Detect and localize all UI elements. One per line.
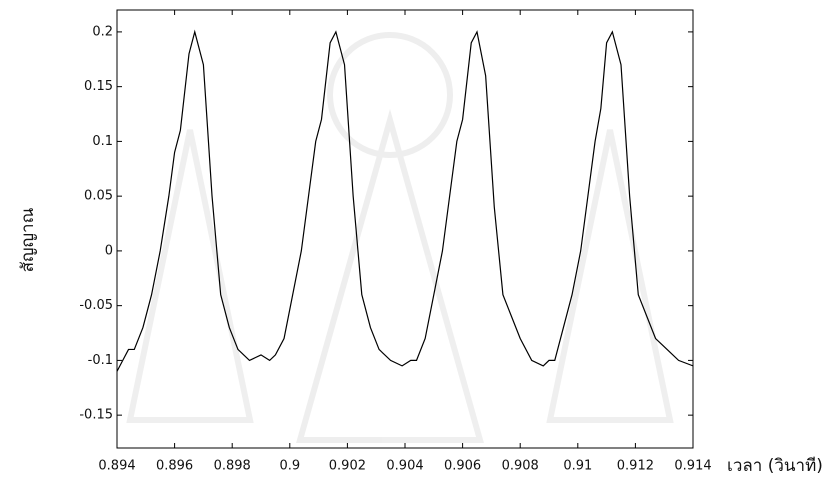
x-tick-label: 0.906 (444, 459, 481, 474)
y-tick-label: -0.05 (79, 298, 113, 313)
y-tick-label: 0 (105, 243, 113, 258)
x-tick-label: 0.896 (156, 459, 193, 474)
x-tick-label: 0.894 (98, 459, 135, 474)
x-tick-label: 0.914 (674, 459, 711, 474)
watermark (130, 35, 670, 440)
x-tick-label: 0.91 (563, 459, 592, 474)
x-axis-label: เวลา (วินาที) (727, 456, 823, 476)
x-tick-label: 0.904 (386, 459, 423, 474)
y-tick-label: 0.1 (92, 134, 113, 149)
y-tick-label: 0.15 (84, 79, 113, 94)
x-tick-label: 0.912 (617, 459, 654, 474)
y-tick-label: -0.1 (88, 353, 113, 368)
x-tick-label: 0.898 (214, 459, 251, 474)
plot-frame (117, 10, 693, 448)
chart: สัญญาณ เวลา (วินาที) 0.2 0.15 0.1 0.05 0 -0.0… (0, 0, 836, 484)
y-tick-label: 0.05 (84, 189, 113, 204)
y-tick-label: -0.15 (79, 408, 113, 423)
x-tick-label: 0.902 (329, 459, 366, 474)
y-axis-label: สัญญาณ (18, 207, 38, 272)
y-tick-label: 0.2 (92, 24, 113, 39)
x-tick-label: 0.9 (279, 459, 300, 474)
x-tick-label: 0.908 (502, 459, 539, 474)
